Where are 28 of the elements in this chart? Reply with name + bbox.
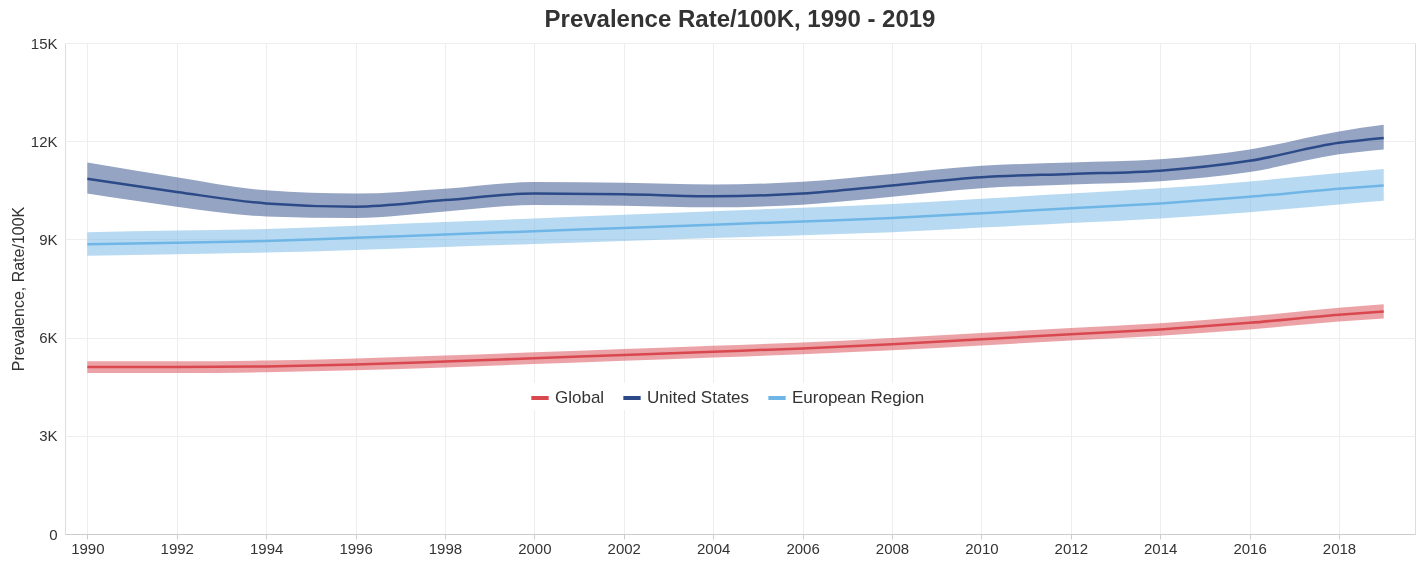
- legend-label: United States: [647, 388, 750, 407]
- x-tick-label: 2016: [1233, 539, 1267, 557]
- line-series: [86, 184, 1385, 246]
- x-tick-label: 1990: [71, 539, 105, 557]
- line-series: [86, 136, 1385, 208]
- y-tick-label: 3K: [39, 427, 58, 445]
- x-tick-label: 1994: [249, 539, 284, 557]
- x-tick-label: 2010: [965, 539, 999, 557]
- x-tick-label: 2014: [1144, 539, 1178, 557]
- x-tick-label: 2000: [518, 539, 552, 557]
- x-tick-label: 2002: [607, 539, 641, 557]
- y-tick-label: 9K: [39, 230, 58, 248]
- legend-label: European Region: [792, 388, 925, 407]
- x-tick-label: 2006: [786, 539, 820, 557]
- x-tick-label: 1998: [428, 539, 463, 557]
- x-tick-label: 2012: [1054, 539, 1088, 557]
- y-tick-label: 12K: [30, 132, 58, 150]
- y-tick-label: 0: [49, 525, 58, 543]
- y-axis-title: Prevalence, Rate/100K: [9, 206, 27, 372]
- x-tick-label: 1996: [339, 539, 373, 557]
- y-tick-label: 15K: [30, 34, 58, 52]
- x-tick-label: 2004: [696, 539, 731, 557]
- y-tick-label: 6K: [39, 329, 58, 347]
- x-tick-label: 2008: [875, 539, 910, 557]
- legend-label: Global: [555, 388, 605, 407]
- chart-title: Prevalence Rate/100K, 1990 - 2019: [544, 5, 936, 32]
- x-tick-label: 1992: [160, 539, 194, 557]
- x-tick-label: 2018: [1322, 539, 1357, 557]
